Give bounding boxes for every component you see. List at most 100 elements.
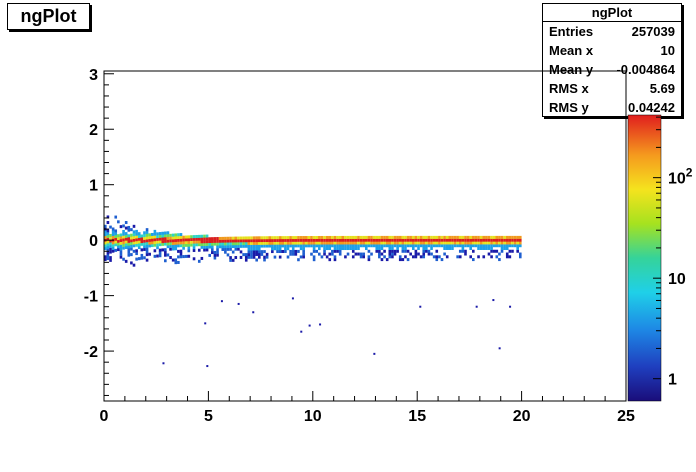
heatmap-cell xyxy=(281,236,285,240)
heatmap-cell xyxy=(485,235,488,239)
heatmap-cell xyxy=(127,248,131,252)
stats-label: Entries xyxy=(549,24,594,39)
heatmap-cell xyxy=(346,247,350,251)
heatmap-cell xyxy=(312,244,316,248)
heatmap-cell xyxy=(425,246,428,250)
heatmap-cell xyxy=(458,241,462,245)
heatmap-cell xyxy=(435,255,439,259)
stats-label: RMS y xyxy=(549,100,589,115)
heatmap-cell xyxy=(472,258,475,262)
heatmap-cell xyxy=(430,252,433,256)
heatmap-cell xyxy=(237,239,240,243)
heatmap-cell xyxy=(239,255,243,259)
heatmap-cell xyxy=(333,249,337,253)
heatmap-cell xyxy=(255,250,258,254)
heatmap-cell xyxy=(367,255,371,259)
heatmap-cell xyxy=(140,253,144,257)
heatmap-cell xyxy=(122,224,125,228)
heatmap-cell xyxy=(482,246,486,250)
heatmap-cell xyxy=(158,254,162,258)
color-scale-bar xyxy=(627,114,662,402)
heatmap-cell xyxy=(318,238,321,242)
heatmap-cell xyxy=(211,239,214,243)
heatmap-cell xyxy=(224,247,227,251)
heatmap-cell xyxy=(385,241,389,245)
heatmap-cell xyxy=(516,238,519,242)
heatmap-cell xyxy=(286,244,290,248)
heatmap-cell xyxy=(341,238,345,242)
heatmap-cell xyxy=(114,248,118,252)
heatmap-cell xyxy=(244,253,248,257)
heatmap-cell xyxy=(164,234,167,238)
heatmap-cell xyxy=(150,244,154,248)
heatmap-cell xyxy=(391,249,394,253)
heatmap-cell xyxy=(106,254,110,258)
heatmap-cell xyxy=(516,235,519,239)
heatmap-cell xyxy=(171,241,175,245)
heatmap-cell xyxy=(516,241,519,245)
heatmap-cell xyxy=(197,248,201,252)
heatmap-cell xyxy=(385,244,389,248)
heatmap-cell xyxy=(153,249,157,253)
heatmap-cell xyxy=(216,239,219,243)
heatmap-cell xyxy=(153,243,157,247)
heatmap-cell xyxy=(438,238,441,242)
stats-title: ngPlot xyxy=(543,4,681,22)
heatmap-cell xyxy=(380,247,384,251)
heatmap-cell xyxy=(284,247,287,251)
heatmap-cell xyxy=(197,259,201,263)
heatmap-cell xyxy=(406,238,410,242)
heatmap-cell xyxy=(216,250,219,254)
heatmap-cell xyxy=(213,239,217,243)
heatmap-cell xyxy=(417,246,420,250)
heatmap-cell xyxy=(417,235,420,239)
heatmap-cell xyxy=(111,233,115,237)
heatmap-cell xyxy=(375,235,379,239)
heatmap-cell xyxy=(469,235,472,239)
heatmap-cell xyxy=(114,215,118,219)
heatmap-cell xyxy=(114,237,118,241)
heatmap-cell xyxy=(192,257,196,261)
heatmap-cell xyxy=(169,236,172,240)
heatmap-cell xyxy=(466,241,470,245)
heatmap-cell xyxy=(255,252,258,256)
heatmap-cell xyxy=(156,232,159,236)
heatmap-cell xyxy=(200,243,204,247)
heatmap-cell xyxy=(252,255,256,259)
heatmap-cell xyxy=(346,235,350,239)
heatmap-cell xyxy=(242,239,245,243)
heatmap-cell xyxy=(148,252,151,256)
heatmap-cell xyxy=(268,236,272,240)
heatmap-cell xyxy=(425,238,428,242)
heatmap-cell xyxy=(351,255,355,259)
outlier-point xyxy=(475,305,478,308)
heatmap-cell xyxy=(391,238,394,242)
heatmap-cell xyxy=(164,250,167,254)
heatmap-cell xyxy=(122,243,125,247)
heatmap-cell xyxy=(474,238,478,242)
heatmap-cell xyxy=(166,239,170,243)
heatmap-cell xyxy=(383,235,386,239)
heatmap-cell xyxy=(310,252,313,256)
y-tick-label: 1 xyxy=(89,178,98,195)
heatmap-cell xyxy=(312,249,316,253)
stats-label: Mean x xyxy=(549,43,594,58)
heatmap-cell xyxy=(396,249,399,253)
heatmap-cell xyxy=(148,236,151,240)
heatmap-cell xyxy=(304,241,308,245)
heatmap-cell xyxy=(396,235,399,239)
heatmap-cell xyxy=(104,241,107,245)
heatmap-cell xyxy=(205,234,209,238)
heatmap-cell xyxy=(422,246,426,250)
heatmap-cell xyxy=(511,241,514,245)
heatmap-cell xyxy=(375,247,379,251)
heatmap-cell xyxy=(234,247,238,251)
heatmap-cell xyxy=(331,252,334,256)
heatmap-cell xyxy=(104,244,107,248)
heatmap-cell xyxy=(323,235,326,239)
heatmap-cell xyxy=(469,241,472,245)
heatmap-cell xyxy=(513,244,517,248)
heatmap-cell xyxy=(320,244,324,248)
heatmap-cell xyxy=(130,242,133,246)
heatmap-cell xyxy=(297,241,300,245)
